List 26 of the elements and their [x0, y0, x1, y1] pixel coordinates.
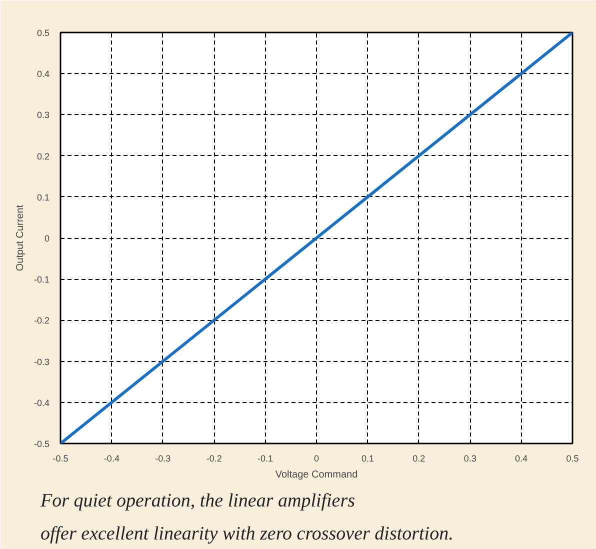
x-tick-label: 0.3 — [464, 454, 476, 464]
text: For quiet operation, the linear amplifiers — [40, 490, 356, 512]
y-tick-label: -0.1 — [34, 274, 50, 285]
text: offer excellent linearity with zero crossover distortion. — [40, 524, 454, 544]
x-tick-label: -0.2 — [206, 454, 222, 464]
x-tick-label: 0.2 — [412, 454, 426, 464]
x-tick-label: 0.4 — [515, 454, 528, 464]
y-tick-label: 0.1 — [36, 192, 50, 202]
y-axis-title: Output Current — [14, 204, 26, 272]
x-axis-title: Voltage Command — [275, 470, 358, 480]
y-tick-label: 0 — [44, 234, 50, 244]
x-tick-label: -0.1 — [258, 454, 274, 464]
y-tick-label: -0.2 — [34, 316, 50, 326]
x-tick-label: -0.3 — [155, 454, 171, 464]
y-tick-label: 0.5 — [36, 28, 50, 38]
y-tick-label: -0.3 — [34, 356, 50, 367]
y-tick-label: -0.4 — [34, 398, 50, 408]
y-tick-label: -0.5 — [34, 439, 50, 449]
x-tick-label: -0.4 — [104, 454, 120, 464]
x-tick-label: 0 — [314, 454, 320, 464]
y-tick-label: 0.4 — [36, 69, 50, 80]
y-tick-label: 0.3 — [36, 110, 50, 120]
x-tick-label: -0.5 — [52, 454, 68, 464]
x-tick-label: 0.1 — [361, 454, 374, 464]
y-tick-label: 0.2 — [36, 151, 50, 162]
x-tick-label: 0.5 — [566, 454, 579, 464]
